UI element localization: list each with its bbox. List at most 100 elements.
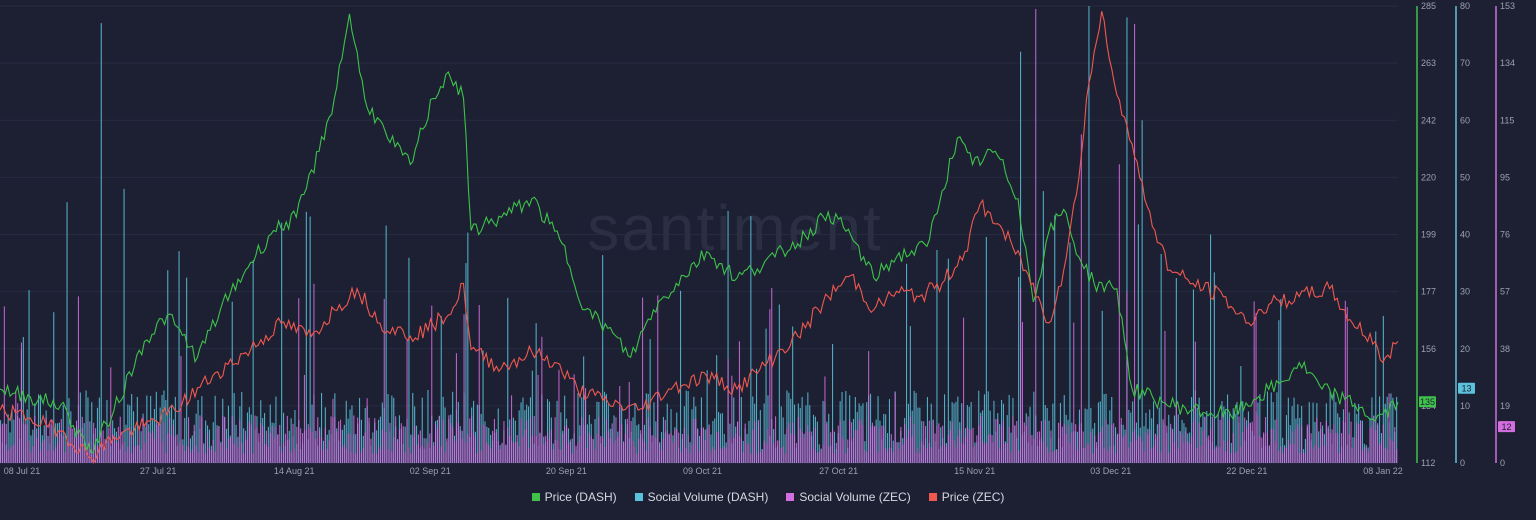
social_dash-bar — [131, 394, 133, 463]
legend-item-price-zec[interactable]: Price (ZEC) — [928, 490, 1004, 504]
social_zec-bar — [860, 419, 862, 463]
social_zec-bar — [322, 450, 324, 463]
social_zec-bar — [1276, 419, 1278, 463]
social_zec-bar — [1075, 424, 1077, 463]
social_dash-bar — [1143, 426, 1145, 463]
social_zec-bar — [271, 425, 273, 463]
social_zec-bar — [1154, 433, 1156, 463]
social_zec-bar — [719, 448, 721, 463]
social_zec-bar — [1215, 445, 1217, 463]
social_zec-bar — [442, 419, 444, 463]
social_dash-bar — [947, 258, 949, 463]
social_dash-bar — [999, 424, 1001, 463]
social_zec-bar — [1361, 450, 1363, 463]
social_zec-bar — [1228, 420, 1230, 463]
social_dash-bar — [877, 396, 879, 463]
social_zec-bar — [700, 427, 702, 463]
social_zec-bar — [360, 451, 362, 463]
social_zec-bar — [947, 435, 949, 463]
social_zec-bar — [1244, 417, 1246, 463]
social_zec-bar — [115, 443, 117, 463]
social_zec-bar — [1035, 9, 1037, 463]
social_dash-bar — [379, 416, 381, 463]
social_dash-bar — [813, 414, 815, 463]
social_zec-bar — [666, 430, 668, 463]
social_zec-bar — [60, 419, 62, 463]
social_zec-bar — [1124, 434, 1126, 463]
social_dash-bar — [376, 430, 378, 463]
price_dash-current-badge — [1419, 396, 1436, 408]
social_dash-bar — [1227, 394, 1229, 463]
social_zec-bar — [1259, 436, 1261, 463]
social_zec-bar — [260, 423, 262, 463]
social_zec-bar — [1071, 432, 1073, 463]
social_zec-bar — [585, 388, 587, 463]
social_dash-bar — [136, 396, 138, 463]
social_zec-bar — [1056, 450, 1058, 463]
chart-svg: santiment1121341561771992202422632851350… — [0, 1, 1515, 476]
social_zec-bar — [854, 430, 856, 463]
social_dash-bar — [227, 405, 229, 463]
social_dash-bar — [1225, 411, 1227, 463]
social_dash-bar — [467, 232, 469, 463]
social_dash-bar — [387, 394, 389, 463]
social_zec-bar — [9, 447, 11, 463]
social_dash-bar — [497, 408, 499, 463]
social_dash-bar — [91, 402, 93, 463]
price_dash-current-value: 135 — [1420, 397, 1435, 407]
social_zec-bar — [822, 444, 824, 463]
social_zec-bar — [1189, 444, 1191, 463]
social_zec-bar — [746, 444, 748, 463]
social_zec-bar — [38, 429, 40, 463]
social_dash-bar — [653, 402, 655, 463]
social_dash-bar — [1160, 254, 1162, 463]
social_zec-bar — [792, 422, 794, 463]
social_zec-bar — [359, 419, 361, 463]
legend-item-social-zec[interactable]: Social Volume (ZEC) — [786, 490, 911, 504]
social_zec-bar — [1318, 447, 1320, 463]
social_zec-bar — [488, 445, 490, 463]
social_zec-bar — [881, 425, 883, 463]
social_zec-bar — [602, 436, 604, 463]
social_dash-bar — [993, 400, 995, 463]
social_zec-bar — [681, 434, 683, 463]
social_dash-bar — [982, 410, 984, 463]
social_dash-bar — [1206, 411, 1208, 463]
social_zec-bar — [621, 424, 623, 463]
social_zec-bar — [492, 430, 494, 463]
social_zec-bar — [332, 398, 334, 463]
social_zec-bar — [617, 436, 619, 463]
social_zec-bar — [974, 446, 976, 463]
social_dash-bar — [906, 263, 908, 463]
social_dash-bar — [854, 397, 856, 463]
social_dash-bar — [507, 297, 509, 463]
social_dash-bar — [96, 407, 98, 463]
social_zec-bar — [288, 439, 290, 463]
legend-item-social-dash[interactable]: Social Volume (DASH) — [634, 490, 768, 504]
social_zec-bar — [626, 418, 628, 463]
social_zec-bar — [982, 441, 984, 463]
social_zec-bar — [725, 447, 727, 463]
social_zec-bar — [412, 435, 414, 463]
social_zec-bar — [695, 418, 697, 463]
social_zec-bar — [1113, 423, 1115, 463]
social_zec-bar — [1268, 445, 1270, 463]
legend-item-price-dash[interactable]: Price (DASH) — [531, 490, 617, 504]
legend-swatch — [928, 493, 937, 501]
social_zec-bar — [978, 425, 980, 463]
social_zec-bar — [664, 420, 666, 463]
social_dash-bar — [1097, 402, 1099, 463]
social_dash-bar — [153, 409, 155, 463]
social_zec-bar — [465, 442, 467, 463]
social_dash-bar — [1379, 396, 1381, 463]
social_zec-bar — [862, 425, 864, 463]
social_zec-bar — [1247, 421, 1249, 463]
social_zec-bar — [550, 429, 552, 463]
social_dash-bar — [792, 326, 794, 463]
social_zec-bar — [957, 436, 959, 463]
social_zec-bar — [1115, 453, 1117, 463]
social_dash-axis-tick: 30 — [1460, 287, 1470, 297]
social_zec-bar — [355, 453, 357, 463]
social_zec-bar — [1166, 425, 1168, 463]
social_dash-bar — [267, 426, 269, 463]
